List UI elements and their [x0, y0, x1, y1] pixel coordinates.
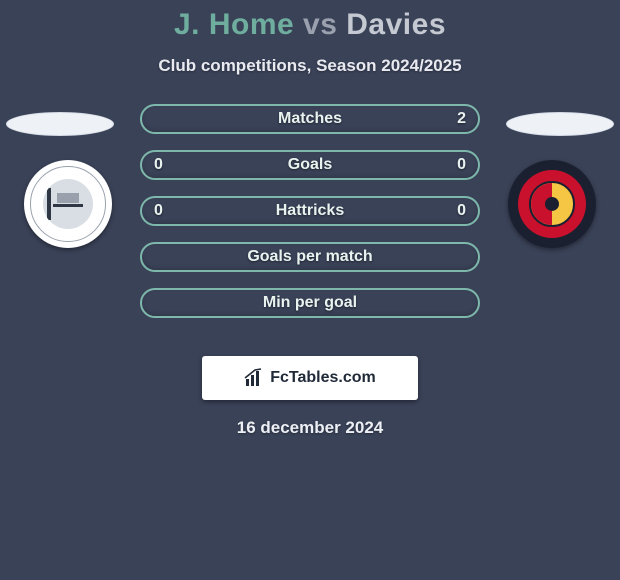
player2-name: Davies [346, 8, 446, 41]
player1-name: J. Home [174, 8, 294, 41]
stat-label: Matches [278, 110, 342, 128]
crest-ring [30, 166, 106, 242]
crest-inner [529, 181, 574, 226]
stat-label: Hattricks [276, 202, 344, 220]
vs-label: vs [303, 8, 337, 41]
stat-right-value: 2 [457, 110, 466, 128]
comparison-title: J. Home vs Davies [0, 8, 620, 42]
crest-outer [508, 160, 596, 248]
chart-icon [244, 368, 264, 388]
stat-bar-hattricks: 0 Hattricks 0 [140, 196, 480, 226]
subtitle: Club competitions, Season 2024/2025 [0, 56, 620, 76]
crest-outer [24, 160, 112, 248]
player2-placeholder-oval [506, 112, 614, 136]
stat-bar-goals-per-match: Goals per match [140, 242, 480, 272]
stat-left-value: 0 [154, 202, 163, 220]
crest-inner [43, 179, 93, 229]
crest-ring [518, 170, 587, 239]
player1-placeholder-oval [6, 112, 114, 136]
stat-label: Goals [288, 156, 332, 174]
brand-text: FcTables.com [270, 369, 376, 387]
stat-bar-matches: Matches 2 [140, 104, 480, 134]
date-label: 16 december 2024 [0, 418, 620, 438]
stat-right-value: 0 [457, 156, 466, 174]
stat-label: Goals per match [247, 248, 372, 266]
gateshead-crest [24, 160, 112, 248]
brand-badge: FcTables.com [202, 356, 418, 400]
stat-label: Min per goal [263, 294, 357, 312]
ebbsfleet-united-crest [508, 160, 596, 248]
stat-bar-min-per-goal: Min per goal [140, 288, 480, 318]
stat-right-value: 0 [457, 202, 466, 220]
stat-bars: Matches 2 0 Goals 0 0 Hattricks 0 Goals … [140, 104, 480, 318]
stat-left-value: 0 [154, 156, 163, 174]
stat-bar-goals: 0 Goals 0 [140, 150, 480, 180]
comparison-arena: Matches 2 0 Goals 0 0 Hattricks 0 Goals … [0, 104, 620, 334]
header: J. Home vs Davies Club competitions, Sea… [0, 0, 620, 76]
